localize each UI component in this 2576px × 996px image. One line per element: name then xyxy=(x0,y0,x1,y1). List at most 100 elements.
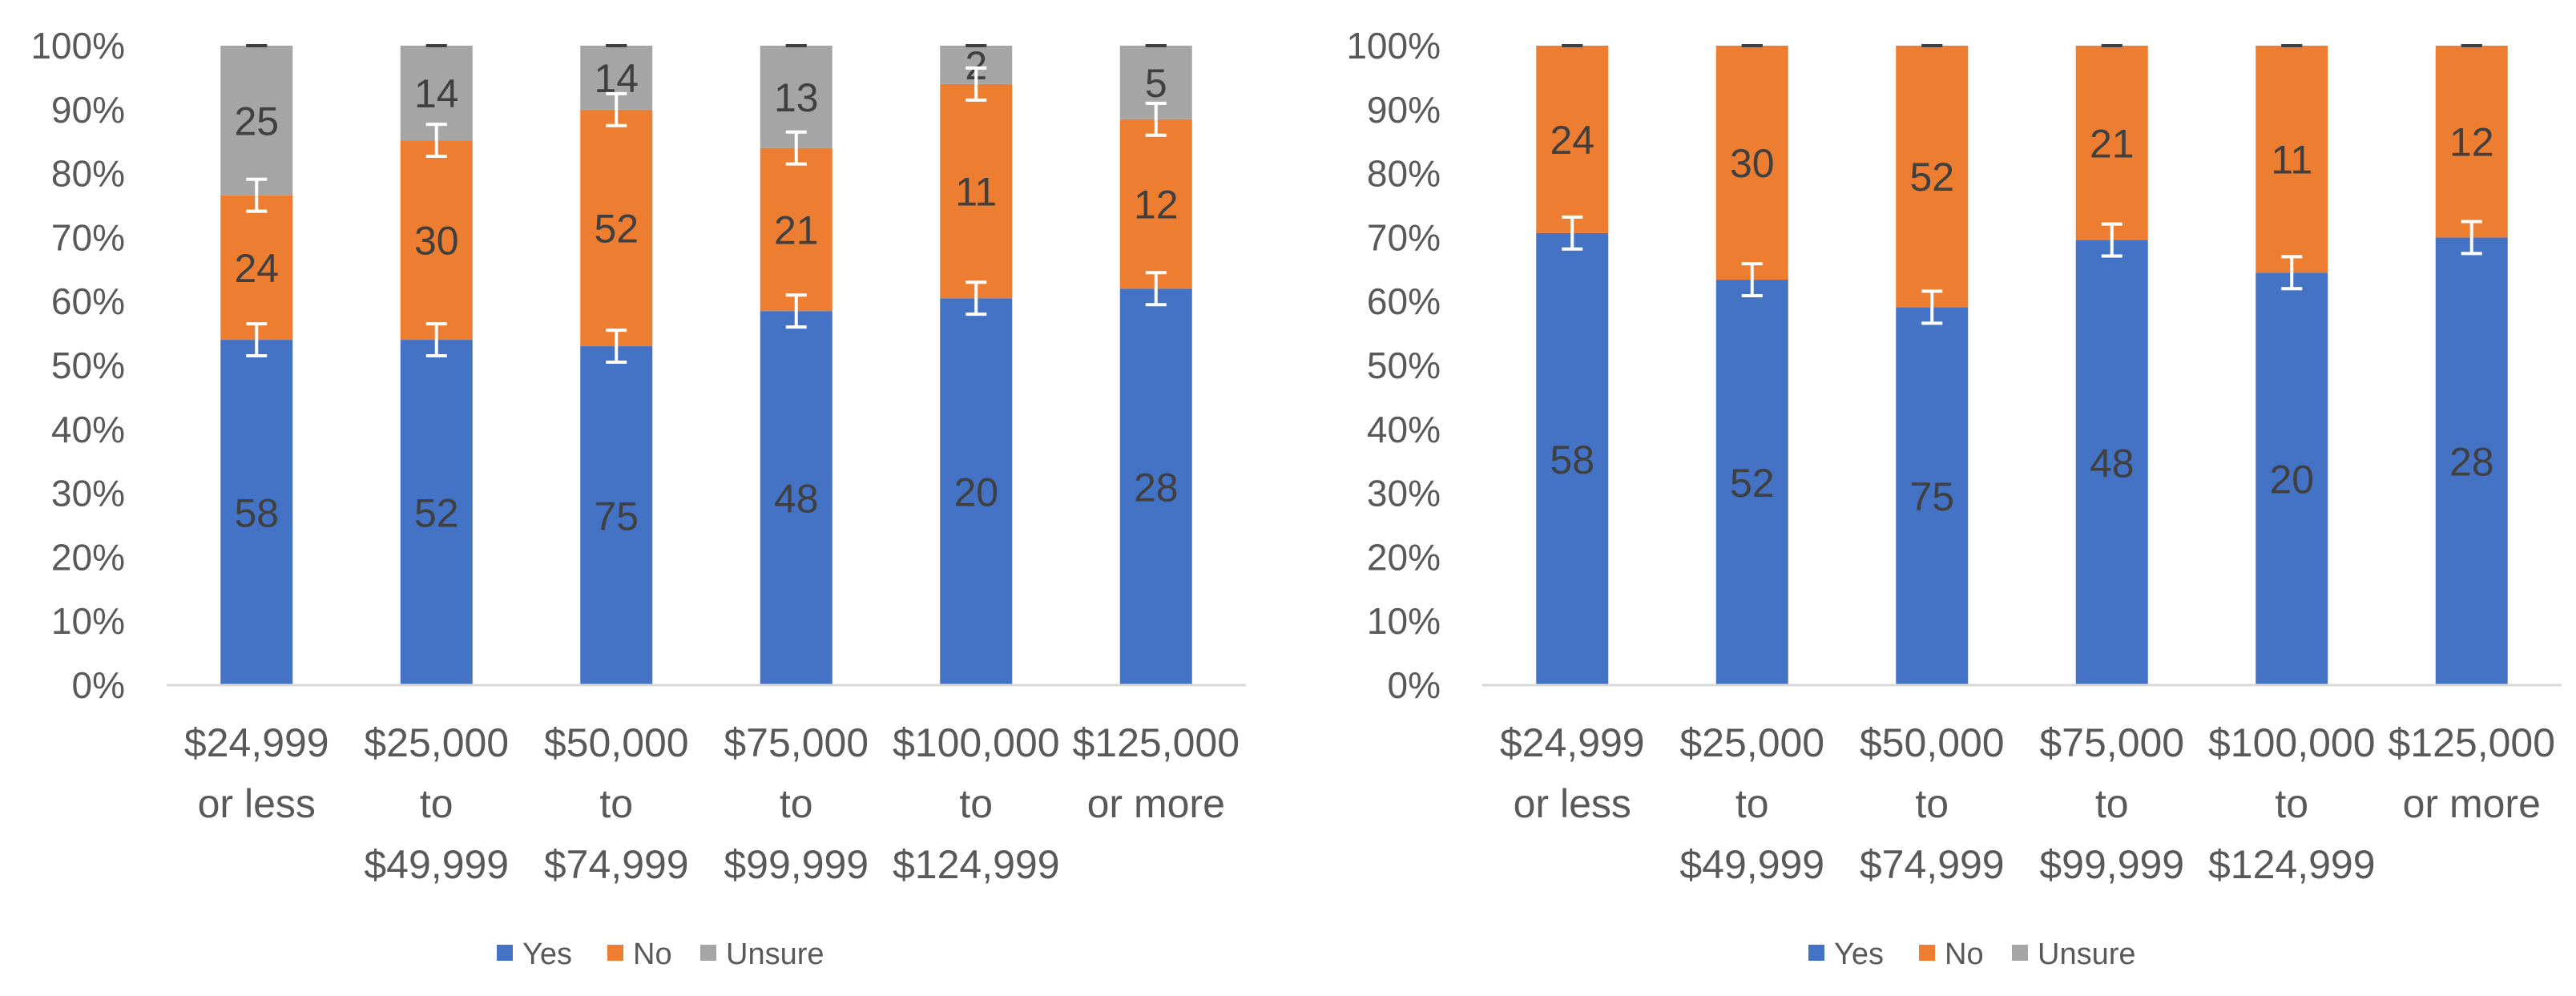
data-label-unsure-1: 25 xyxy=(234,99,279,143)
bar-no-4 xyxy=(2075,46,2148,240)
data-label-no-3: 52 xyxy=(1909,155,1954,200)
x-tick-label-5-line-1: $100,000 xyxy=(893,720,1060,765)
error-bar-2-1 xyxy=(1741,262,1763,298)
data-label-yes-3: 75 xyxy=(1909,474,1954,519)
bar-no-3 xyxy=(1896,46,1969,308)
x-tick-label-6-line-2: or more xyxy=(2403,781,2541,826)
x-tick-label-2-line-2: to xyxy=(1735,781,1769,826)
data-label-no-1: 24 xyxy=(234,246,279,291)
data-label-unsure-2: 14 xyxy=(414,71,459,116)
y-tick-label: 10% xyxy=(1367,600,1441,642)
data-label-no-2: 30 xyxy=(1730,141,1775,186)
x-tick-label-5-line-2: to xyxy=(2275,781,2308,826)
bar-no-2 xyxy=(1715,46,1788,280)
x-tick-label-4-line-1: $75,000 xyxy=(2039,720,2184,765)
y-tick-label: 80% xyxy=(51,153,125,195)
x-tick-label-2-line-2: to xyxy=(420,781,454,826)
legend-label-unsure: Unsure xyxy=(726,938,824,971)
data-label-no-6: 12 xyxy=(1134,183,1179,228)
x-tick-label-3-line-2: to xyxy=(599,781,633,826)
y-tick-label: 20% xyxy=(1367,536,1441,578)
bar-no-5 xyxy=(2256,46,2328,273)
error-bar-3-1 xyxy=(606,329,627,365)
data-label-yes-2: 52 xyxy=(414,491,459,536)
y-tick-label: 50% xyxy=(1367,345,1441,386)
x-tick-label-4-line-2: to xyxy=(2095,781,2129,826)
data-label-yes-6: 28 xyxy=(1134,466,1179,510)
legend-swatch-unsure xyxy=(700,945,716,961)
legend-swatch-no xyxy=(607,945,623,961)
x-tick-label-6-line-2: or more xyxy=(1087,781,1225,826)
x-tick-label-5-line-2: to xyxy=(959,781,993,826)
y-tick-label: 100% xyxy=(30,25,125,67)
bar-yes-2 xyxy=(1715,280,1788,685)
bar-yes-1 xyxy=(220,340,293,685)
data-label-no-5: 11 xyxy=(2271,138,2312,183)
error-bar-6-2 xyxy=(1145,101,1167,137)
data-label-no-2: 30 xyxy=(414,219,459,264)
bar-yes-4 xyxy=(2075,240,2148,685)
data-label-no-4: 21 xyxy=(774,208,819,252)
x-tick-label-4-line-3: $99,999 xyxy=(2039,842,2184,887)
bar-yes-6 xyxy=(1119,288,1192,685)
bar-no-6 xyxy=(1119,119,1192,289)
data-label-yes-1: 58 xyxy=(1550,438,1594,482)
y-tick-label: 70% xyxy=(1367,216,1441,258)
legend-label-no: No xyxy=(1945,938,1984,971)
x-tick-label-3-line-1: $50,000 xyxy=(544,720,689,765)
bar-yes-4 xyxy=(760,311,832,685)
error-bar-4-1 xyxy=(2101,222,2122,258)
legend: Yes No Unsure xyxy=(497,938,824,971)
data-label-yes-3: 75 xyxy=(594,494,639,539)
y-tick-label: 30% xyxy=(1367,473,1441,514)
data-label-unsure-4: 13 xyxy=(774,75,819,120)
legend-label-no: No xyxy=(633,938,672,971)
y-tick-label: 70% xyxy=(51,216,125,258)
chart-2: 0% 10% 20% 30% 40% 50% 60% 70% 80% 90% 100% 58 24 52 3… xyxy=(1346,25,2562,971)
x-tick-label-2-line-3: $49,999 xyxy=(1679,842,1824,887)
y-tick-label: 60% xyxy=(51,280,125,322)
y-tick-label: 90% xyxy=(1367,89,1441,131)
x-tick-label-1-line-1: $24,999 xyxy=(1500,720,1645,765)
error-bar-1-2 xyxy=(246,177,268,213)
x-tick-label-2-line-3: $49,999 xyxy=(364,842,509,887)
data-label-yes-4: 48 xyxy=(774,477,819,522)
data-label-yes-1: 58 xyxy=(234,491,279,536)
x-tick-label-3-line-2: to xyxy=(1915,781,1949,826)
data-label-yes-5: 20 xyxy=(2269,458,2314,502)
x-tick-label-3-line-3: $74,999 xyxy=(1860,842,2005,887)
y-tick-label: 100% xyxy=(1346,25,1441,67)
x-tick-label-1-line-1: $24,999 xyxy=(184,720,329,765)
bar-yes-3 xyxy=(580,346,653,685)
legend-label-yes: Yes xyxy=(522,938,572,971)
error-bar-4-2 xyxy=(785,130,807,166)
bar-yes-3 xyxy=(1896,307,1969,685)
x-tick-label-6-line-1: $125,000 xyxy=(2388,720,2555,765)
y-tick-label: 40% xyxy=(51,409,125,450)
error-bar-5-1 xyxy=(965,280,987,317)
bar-yes-1 xyxy=(1536,232,1609,686)
y-tick-label: 80% xyxy=(1367,153,1441,195)
x-tick-label-5-line-1: $100,000 xyxy=(2208,720,2376,765)
x-tick-label-6-line-1: $125,000 xyxy=(1072,720,1240,765)
y-tick-label: 60% xyxy=(1367,280,1441,322)
bar-no-6 xyxy=(2435,46,2508,238)
legend-label-unsure: Unsure xyxy=(2038,938,2136,971)
data-label-no-3: 52 xyxy=(594,206,639,251)
y-tick-label: 30% xyxy=(51,473,125,514)
x-tick-label-2-line-1: $25,000 xyxy=(364,720,509,765)
y-tick-label: 50% xyxy=(51,345,125,386)
legend-swatch-unsure xyxy=(2012,945,2028,961)
legend-swatch-no xyxy=(1919,945,1935,961)
error-bar-1-1 xyxy=(246,322,268,358)
x-tick-label-4-line-1: $75,000 xyxy=(724,720,869,765)
data-label-no-6: 12 xyxy=(2449,120,2494,165)
error-bar-5-2 xyxy=(965,66,987,102)
data-label-yes-4: 48 xyxy=(2090,441,2135,486)
error-bar-6-1 xyxy=(2461,220,2482,256)
y-axis: 0% 10% 20% 30% 40% 50% 60% 70% 80% 90% 100% xyxy=(1346,25,1441,706)
data-label-unsure-6: 5 xyxy=(1145,61,1167,106)
x-tick-label-1-line-2: or less xyxy=(198,781,316,826)
bar-yes-5 xyxy=(940,298,1013,685)
